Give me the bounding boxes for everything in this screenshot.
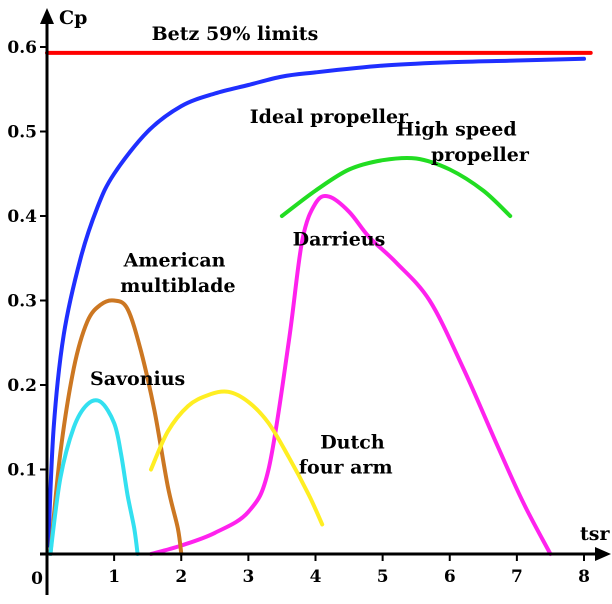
- y-tick-label: 0.4: [7, 207, 37, 227]
- y-tick-label: 0.1: [7, 461, 37, 481]
- x-tick-label: 3: [242, 567, 254, 587]
- series-label-high-speed: High speed: [396, 119, 516, 141]
- series-layer: [45, 50, 593, 556]
- series-label-darrieus: Darrieus: [293, 229, 386, 251]
- series-line-savonius: [48, 398, 140, 556]
- x-tick-label: 0: [31, 569, 43, 589]
- series-label-savonius: Savonius: [90, 368, 185, 390]
- x-tick-label: 5: [377, 567, 389, 587]
- axes-layer: Cp tsr: [40, 7, 611, 595]
- y-axis-title: Cp: [59, 7, 87, 29]
- x-tick-label: 1: [108, 567, 120, 587]
- series-line-american-multiblade: [48, 298, 184, 556]
- x-axis-arrow: [595, 547, 611, 561]
- series-line-dutch-four-arm: [149, 389, 325, 527]
- y-tick-label: 0.3: [7, 292, 37, 312]
- series-line-high-speed-propeller: [279, 155, 513, 218]
- series-label-propeller: propeller: [431, 144, 530, 166]
- y-tick-label: 0.6: [7, 38, 37, 58]
- x-axis-title: tsr: [580, 523, 610, 545]
- ticks-layer: 0 1 2 3 4 5 6 7 8 0.1 0.2 0.3 0.4 0.5 0.6: [7, 38, 590, 589]
- series-label-american: American: [123, 250, 226, 272]
- series-label-four-arm: four arm: [299, 457, 393, 479]
- y-tick-label: 0.2: [7, 376, 37, 396]
- x-tick-label: 7: [511, 567, 523, 587]
- series-label-betz-59-limits: Betz 59% limits: [152, 23, 319, 45]
- series-label-dutch: Dutch: [320, 431, 385, 453]
- y-tick-label: 0.5: [7, 123, 37, 143]
- series-label-ideal-propeller: Ideal propeller: [250, 106, 409, 128]
- x-tick-label: 2: [175, 567, 187, 587]
- x-tick-label: 4: [310, 567, 322, 587]
- y-axis-arrow: [40, 8, 54, 24]
- x-tick-label: 6: [444, 567, 456, 587]
- series-line-darrieus: [149, 194, 553, 556]
- series-label-multiblade: multiblade: [120, 275, 235, 297]
- x-tick-label: 8: [578, 567, 590, 587]
- series-line-ideal-propeller: [46, 56, 586, 548]
